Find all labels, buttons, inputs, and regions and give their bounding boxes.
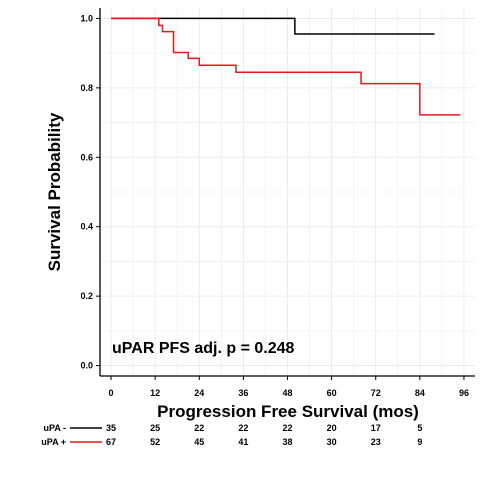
x-tick-label-3: 36: [238, 388, 248, 398]
survival-curves: [111, 17, 461, 116]
risk-count-0-5: 20: [327, 423, 337, 433]
survival-curve-upa-pos: [111, 17, 461, 116]
risk-count-1-3: 41: [238, 437, 248, 447]
x-axis-ticks: 0 12 24 36 48 60 72 84 96: [109, 376, 469, 398]
x-tick-label-5: 60: [327, 388, 337, 398]
risk-count-0-4: 22: [282, 423, 292, 433]
x-tick-label-1: 12: [150, 388, 160, 398]
risk-count-0-7: 5: [417, 423, 422, 433]
risk-count-1-4: 38: [282, 437, 292, 447]
risk-count-1-0: 67: [106, 437, 116, 447]
risk-count-0-3: 22: [238, 423, 248, 433]
p-value-annotation: uPAR PFS adj. p = 0.248: [112, 340, 295, 357]
x-tick-label-8: 96: [459, 388, 469, 398]
risk-table: uPA - 35 25 22 22 22 20 17 5 uPA + 67 52 45 41 38 30 23 9: [41, 423, 422, 447]
risk-row-label-1: uPA +: [41, 437, 66, 447]
x-tick-label-6: 72: [371, 388, 381, 398]
y-tick-label-1: 0.2: [80, 291, 93, 301]
risk-count-1-5: 30: [327, 437, 337, 447]
grid-lines: [100, 8, 475, 376]
risk-count-1-2: 45: [194, 437, 204, 447]
x-tick-label-0: 0: [109, 388, 114, 398]
y-tick-label-2: 0.4: [80, 222, 93, 232]
x-axis-title: Progression Free Survival (mos): [157, 402, 419, 421]
y-axis-ticks: 0.0 0.2 0.4 0.6 0.8 1.0: [80, 13, 100, 371]
y-tick-label-0: 0.0: [80, 361, 93, 371]
x-tick-label-7: 84: [415, 388, 425, 398]
risk-count-0-6: 17: [371, 423, 381, 433]
survival-curve-upa-neg: [111, 17, 435, 35]
x-tick-label-4: 48: [282, 388, 292, 398]
risk-count-0-2: 22: [194, 423, 204, 433]
x-tick-label-2: 24: [194, 388, 204, 398]
y-tick-label-5: 1.0: [80, 13, 93, 23]
risk-count-1-6: 23: [371, 437, 381, 447]
y-tick-label-4: 0.8: [80, 83, 93, 93]
risk-count-1-1: 52: [150, 437, 160, 447]
risk-row-label-0: uPA -: [44, 423, 67, 433]
risk-count-0-1: 25: [150, 423, 160, 433]
risk-count-0-0: 35: [106, 423, 116, 433]
y-tick-label-3: 0.6: [80, 152, 93, 162]
risk-count-1-7: 9: [417, 437, 422, 447]
y-axis-title: Survival Probability: [45, 112, 64, 271]
